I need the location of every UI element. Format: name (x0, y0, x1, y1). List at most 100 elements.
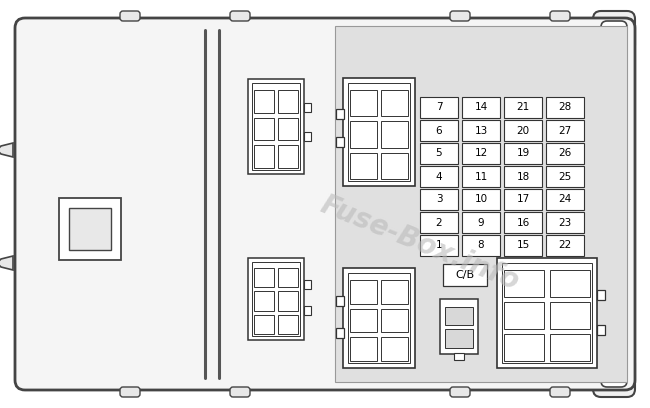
Bar (343, 78, 415, 186)
Bar (504, 97, 542, 118)
Bar (504, 189, 542, 210)
Bar (420, 166, 458, 187)
Bar (381, 280, 408, 304)
Bar (248, 258, 304, 340)
Bar (350, 153, 377, 179)
Bar (504, 212, 542, 233)
FancyBboxPatch shape (450, 11, 470, 21)
Bar (278, 315, 298, 334)
Bar (381, 309, 408, 333)
Bar (420, 235, 458, 256)
Bar (381, 90, 408, 116)
Bar (546, 189, 584, 210)
Text: 9: 9 (478, 217, 484, 228)
FancyBboxPatch shape (120, 387, 140, 397)
Polygon shape (0, 143, 13, 157)
Text: 5: 5 (436, 149, 442, 158)
Bar (350, 337, 377, 361)
Text: 12: 12 (474, 149, 488, 158)
Bar (254, 291, 274, 310)
Bar (254, 268, 274, 287)
Bar (69, 208, 111, 250)
Bar (350, 309, 377, 333)
Bar (440, 299, 478, 354)
Bar (248, 79, 304, 174)
FancyBboxPatch shape (450, 387, 470, 397)
Text: 28: 28 (558, 102, 571, 113)
Bar (550, 334, 590, 361)
Bar (454, 353, 464, 360)
Bar (350, 280, 377, 304)
Bar (420, 212, 458, 233)
Text: 3: 3 (436, 195, 442, 204)
Bar (252, 262, 300, 336)
Bar (336, 137, 344, 147)
FancyBboxPatch shape (15, 18, 635, 390)
Bar (597, 290, 605, 300)
Text: 16: 16 (516, 217, 530, 228)
FancyBboxPatch shape (550, 387, 570, 397)
Text: 14: 14 (474, 102, 488, 113)
Text: 7: 7 (436, 102, 442, 113)
Bar (550, 302, 590, 329)
Text: C/B: C/B (456, 270, 474, 280)
Bar (462, 166, 500, 187)
Bar (252, 83, 300, 170)
Bar (546, 97, 584, 118)
Bar (348, 83, 410, 181)
Bar (254, 145, 274, 168)
Bar (597, 325, 605, 335)
Bar (278, 291, 298, 310)
Text: 2: 2 (436, 217, 442, 228)
Bar (336, 109, 344, 119)
Bar (278, 90, 298, 113)
Bar (546, 235, 584, 256)
FancyBboxPatch shape (230, 387, 250, 397)
Text: Fuse-Box.info: Fuse-Box.info (317, 190, 524, 296)
Text: 26: 26 (558, 149, 571, 158)
Bar (420, 143, 458, 164)
FancyBboxPatch shape (120, 11, 140, 21)
Bar (381, 153, 408, 179)
FancyBboxPatch shape (593, 11, 635, 53)
Text: 17: 17 (516, 195, 530, 204)
Text: 21: 21 (516, 102, 530, 113)
Text: 11: 11 (474, 171, 488, 182)
Bar (546, 120, 584, 141)
Text: 1: 1 (436, 240, 442, 251)
Bar (304, 280, 311, 289)
Text: 4: 4 (436, 171, 442, 182)
Bar (343, 268, 415, 368)
Text: 20: 20 (517, 126, 530, 135)
Bar (502, 263, 592, 363)
Text: 13: 13 (474, 126, 488, 135)
Bar (462, 120, 500, 141)
Bar (546, 166, 584, 187)
Bar (504, 334, 544, 361)
Bar (497, 258, 597, 368)
Bar (278, 118, 298, 140)
Bar (304, 132, 311, 141)
FancyBboxPatch shape (550, 11, 570, 21)
Bar (462, 97, 500, 118)
Bar (254, 90, 274, 113)
Bar (381, 121, 408, 148)
Bar (304, 103, 311, 112)
Text: 18: 18 (516, 171, 530, 182)
Text: 15: 15 (516, 240, 530, 251)
Bar (304, 306, 311, 315)
Bar (420, 189, 458, 210)
Bar (381, 337, 408, 361)
Text: 23: 23 (558, 217, 571, 228)
Bar (462, 212, 500, 233)
Bar (443, 264, 487, 286)
FancyBboxPatch shape (601, 365, 627, 387)
Bar (278, 268, 298, 287)
Text: 25: 25 (558, 171, 571, 182)
Bar (550, 270, 590, 297)
Bar (335, 26, 627, 382)
Bar (504, 270, 544, 297)
Bar (504, 143, 542, 164)
Text: 6: 6 (436, 126, 442, 135)
Bar (504, 302, 544, 329)
